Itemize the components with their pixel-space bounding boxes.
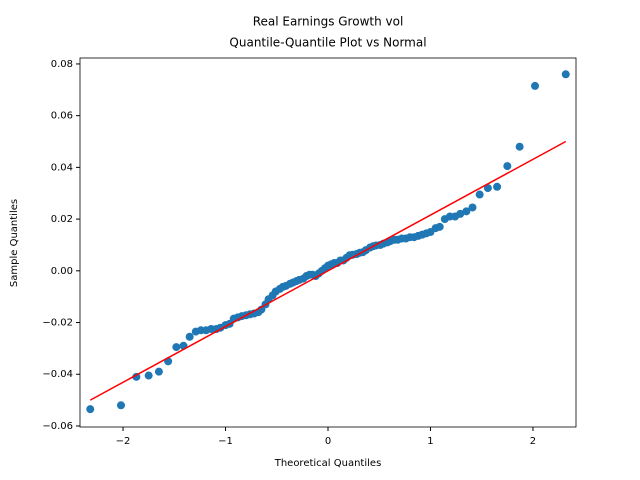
chart-title: Real Earnings Growth vol [253,15,404,29]
y-tick-label: 0.04 [51,162,73,173]
point [561,70,570,79]
point [154,367,163,376]
plot-frame [79,57,577,428]
x-tick-label: −1 [218,436,233,447]
point [172,343,181,352]
y-tick-label: −0.02 [42,318,73,329]
point [435,222,444,231]
point [144,371,153,380]
y-tick-label: 0.00 [51,266,73,277]
point [493,182,502,191]
x-tick-label: 2 [530,436,536,447]
y-tick-label: −0.06 [42,421,73,432]
chart-subtitle: Quantile-Quantile Plot vs Normal [229,36,426,50]
point [456,209,465,218]
x-tick-label: −2 [116,436,131,447]
y-tick-label: 0.06 [51,111,73,122]
y-tick-label: 0.02 [51,214,73,225]
point [475,190,484,199]
point [468,203,477,212]
x-tick-label: 1 [427,436,433,447]
y-tick-label: 0.08 [51,59,73,70]
point [503,162,512,171]
y-tick-label: −0.04 [42,369,73,380]
reference-line [89,140,567,401]
point [483,184,492,193]
point [515,142,524,151]
point [462,207,471,216]
point [185,332,194,341]
point [116,401,125,410]
x-tick-label: 0 [325,436,331,447]
point [132,372,141,381]
x-axis-label: Theoretical Quantiles [274,458,382,469]
y-axis-label: Sample Quantiles [9,199,20,287]
point [531,81,540,90]
point [86,405,95,414]
